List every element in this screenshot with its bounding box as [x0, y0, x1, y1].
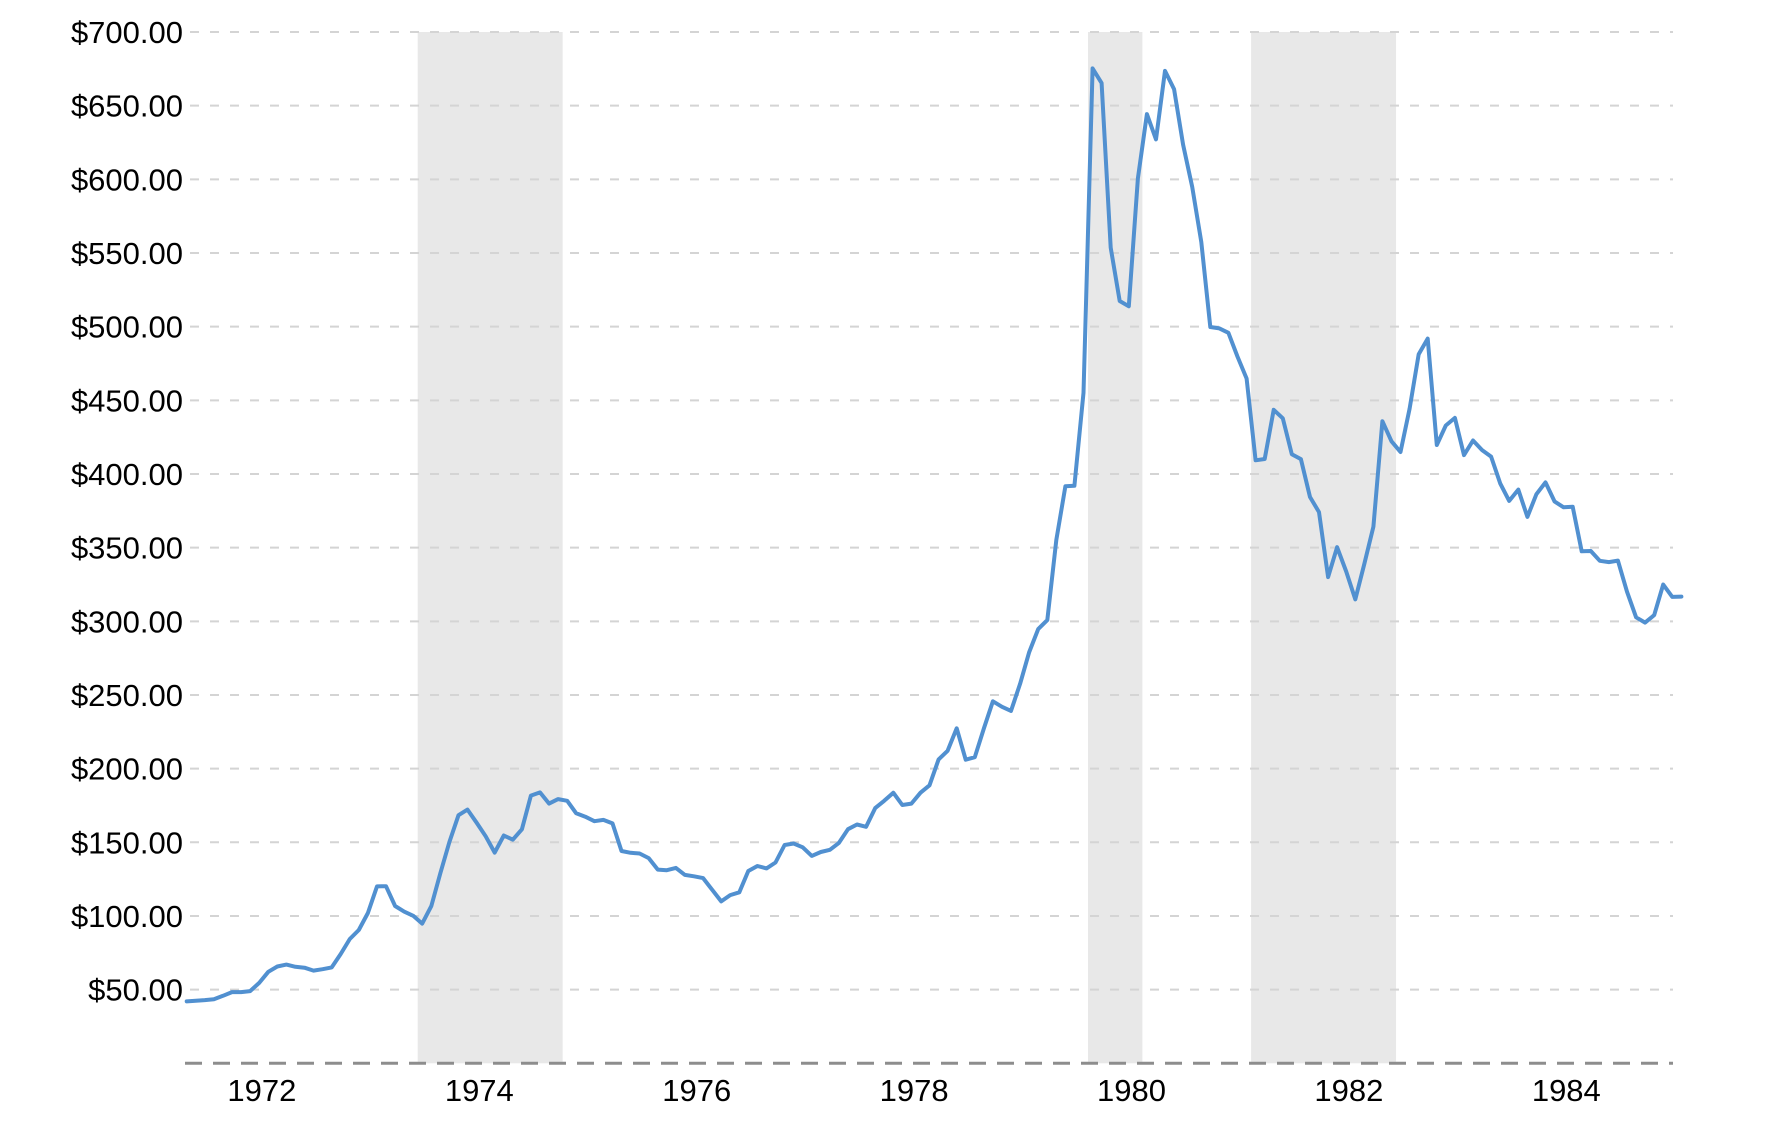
y-tick-label: $450.00 — [71, 383, 183, 418]
x-tick-label: 1978 — [880, 1073, 949, 1108]
y-tick-label: $200.00 — [71, 752, 183, 787]
x-tick-label: 1976 — [662, 1073, 731, 1108]
y-tick-label: $350.00 — [71, 531, 183, 566]
y-tick-label: $650.00 — [71, 89, 183, 124]
y-tick-label: $500.00 — [71, 310, 183, 345]
x-tick-label: 1972 — [227, 1073, 296, 1108]
y-tick-label: $600.00 — [71, 162, 183, 197]
y-tick-label: $250.00 — [71, 678, 183, 713]
x-tick-label: 1980 — [1097, 1073, 1166, 1108]
x-tick-label: 1982 — [1314, 1073, 1383, 1108]
y-tick-label: $550.00 — [71, 236, 183, 271]
y-tick-label: $50.00 — [88, 973, 183, 1008]
y-tick-label: $700.00 — [71, 15, 183, 50]
y-tick-label: $100.00 — [71, 899, 183, 934]
x-tick-label: 1974 — [445, 1073, 514, 1108]
y-tick-label: $300.00 — [71, 604, 183, 639]
y-tick-label: $400.00 — [71, 457, 183, 492]
price-line — [184, 66, 1684, 1004]
y-tick-label: $150.00 — [71, 825, 183, 860]
x-tick-label: 1984 — [1532, 1073, 1601, 1108]
